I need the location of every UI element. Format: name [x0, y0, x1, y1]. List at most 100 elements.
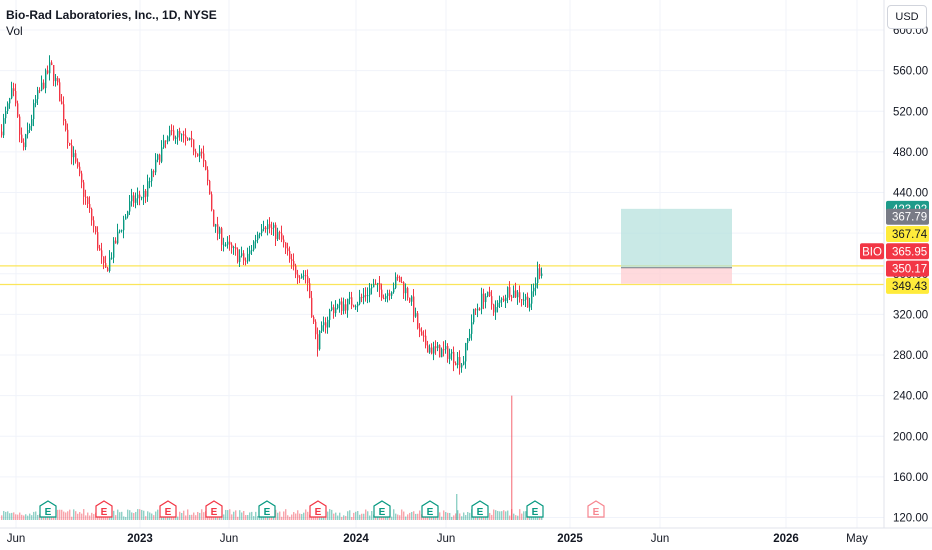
candle-body: [301, 275, 303, 279]
volume-indicator-label[interactable]: Vol: [6, 24, 23, 38]
price-tag: [886, 243, 929, 260]
long-position-tool[interactable]: [621, 208, 732, 284]
volume-bar: [505, 511, 507, 520]
candle-body: [139, 194, 141, 198]
volume-bar: [127, 509, 129, 520]
position-target-zone[interactable]: [621, 208, 732, 268]
candle-body: [235, 247, 237, 250]
volume-bar: [233, 511, 235, 520]
candle-body: [383, 297, 385, 299]
candle-body: [137, 194, 139, 199]
volume-bar: [45, 515, 47, 520]
volume-bar: [331, 509, 333, 520]
price-axis-tick: 440.00: [893, 188, 928, 200]
candle-body: [277, 232, 279, 240]
time-axis-tick: May: [846, 533, 868, 545]
volume-bar: [25, 514, 27, 520]
volume-bar: [419, 510, 421, 520]
candle-body: [473, 309, 475, 323]
volume-bar: [449, 512, 451, 520]
candle-body: [527, 296, 529, 308]
volume-bar: [443, 510, 445, 520]
volume-bar: [529, 516, 531, 520]
candle-body: [263, 227, 265, 230]
volume-bar: [357, 510, 359, 520]
candle-body: [449, 353, 451, 359]
earnings-marker[interactable]: E: [205, 500, 223, 518]
earnings-marker[interactable]: E: [471, 500, 489, 518]
candle-body: [343, 304, 345, 311]
volume-bar: [11, 512, 13, 520]
volume-bar: [245, 515, 247, 520]
position-stop-zone[interactable]: [621, 267, 732, 284]
candle-body: [231, 244, 233, 248]
volume-bar: [89, 515, 91, 520]
volume-bar: [307, 511, 309, 520]
candle-body: [433, 346, 435, 354]
candle-body: [411, 296, 413, 302]
volume-bar: [81, 513, 83, 520]
candle-body: [445, 346, 447, 350]
currency-button[interactable]: USD: [887, 5, 927, 29]
candle-body: [269, 224, 271, 228]
volume-bar: [393, 509, 395, 520]
earnings-marker[interactable]: E: [309, 500, 327, 518]
volume-bar: [239, 510, 241, 520]
candle-body: [239, 255, 241, 262]
volume-bar: [301, 514, 303, 520]
earnings-marker-badge: [421, 500, 439, 518]
candle-body: [323, 322, 325, 326]
candle-body: [395, 276, 397, 288]
candle-body: [447, 346, 449, 359]
volume-bar: [107, 516, 109, 520]
volume-bar: [143, 510, 145, 520]
candle-body: [47, 70, 49, 74]
candle-body: [35, 99, 37, 104]
volume-bar: [93, 514, 95, 520]
candle-body: [107, 267, 109, 272]
volume-bar: [37, 514, 39, 520]
candle-body: [391, 292, 393, 296]
earnings-marker[interactable]: E: [421, 500, 439, 518]
earnings-marker[interactable]: E: [95, 500, 113, 518]
candle-body: [227, 241, 229, 245]
candle-body: [331, 307, 333, 310]
volume-bar: [27, 515, 29, 520]
volume-bar: [513, 513, 515, 520]
candle-body: [291, 259, 293, 261]
volume-bar: [171, 516, 173, 520]
volume-bar: [269, 516, 271, 520]
volume-bar: [159, 516, 161, 520]
candle-body: [439, 345, 441, 358]
earnings-marker[interactable]: E: [526, 500, 544, 518]
candle-body: [261, 229, 263, 234]
price-axis-tick: 160.00: [893, 472, 928, 484]
volume-bar: [411, 511, 413, 520]
candle-body: [21, 134, 23, 143]
candle-body: [249, 250, 251, 254]
volume-bar: [499, 511, 501, 520]
volume-bar: [493, 509, 495, 520]
candle-body: [371, 287, 373, 289]
earnings-marker[interactable]: E: [258, 500, 276, 518]
earnings-marker[interactable]: E: [159, 500, 177, 518]
earnings-marker[interactable]: E: [39, 500, 57, 518]
candle-body: [503, 298, 505, 301]
candle-body: [353, 305, 355, 307]
earnings-marker[interactable]: E: [587, 500, 605, 518]
candle-body: [467, 338, 469, 344]
volume-bar: [455, 513, 457, 520]
volume-bar: [187, 509, 189, 520]
candle-body: [49, 62, 51, 74]
time-axis[interactable]: Jun 2023 Jun 2024 Jun 2025 Jun 2026 May: [0, 527, 932, 545]
earnings-marker-badge: [95, 500, 113, 518]
volume-bar: [19, 512, 21, 520]
candle-body: [479, 308, 481, 310]
candle-body: [373, 283, 375, 288]
volume-bar: [157, 509, 159, 520]
volume-bar: [507, 510, 509, 520]
volume-bar: [483, 515, 485, 520]
earnings-marker[interactable]: E: [373, 500, 391, 518]
